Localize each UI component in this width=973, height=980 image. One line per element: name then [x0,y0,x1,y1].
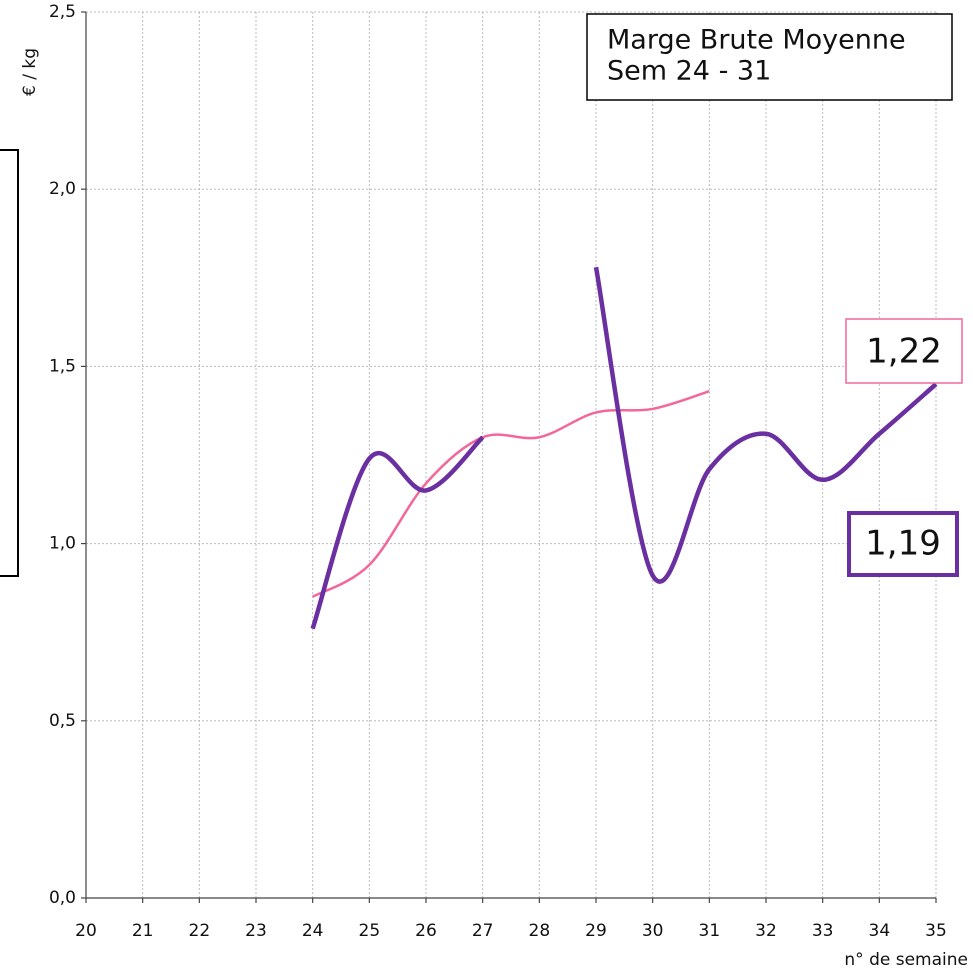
summary-period: Sem 24 - 31 [607,56,771,87]
y-tick-label: 0,5 [49,711,76,731]
pink-value-box [845,318,963,384]
x-tick-label: 32 [755,921,777,941]
series-line [312,390,710,598]
x-tick-label: 22 [189,921,211,941]
x-axis-label: n° de semaine [844,950,968,970]
y-tick-label: 2,5 [49,2,76,22]
x-tick-label: 33 [812,921,834,941]
x-tick-label: 30 [642,921,664,941]
marks [310,266,938,630]
x-tick-label: 20 [75,921,97,941]
x-tick-label: 34 [869,921,891,941]
x-tick-label: 27 [472,921,494,941]
summary-box [586,13,953,101]
y-tick-label: 2,0 [49,179,76,199]
grid [81,11,937,903]
y-axis-label: € / kg [20,48,40,96]
x-tick-label: 28 [529,921,551,941]
x-tick-label: 24 [302,921,324,941]
pink-value: 1,22 [866,332,942,372]
y-tick-label: 1,0 [49,534,76,554]
x-tick-label: 26 [415,921,437,941]
side-box [0,149,19,577]
series-line [310,435,485,630]
x-tick-label: 29 [585,921,607,941]
purple-value-box [847,511,959,577]
x-tick-label: 31 [699,921,721,941]
purple-value: 1,19 [865,524,941,564]
x-tick-label: 21 [132,921,154,941]
series-line [593,266,938,584]
summary-title: Marge Brute Moyenne [607,25,906,56]
x-tick-label: 25 [359,921,381,941]
y-tick-label: 0,0 [49,888,76,908]
y-tick-label: 1,5 [49,356,76,376]
x-tick-label: 23 [245,921,267,941]
x-tick-label: 35 [925,921,947,941]
